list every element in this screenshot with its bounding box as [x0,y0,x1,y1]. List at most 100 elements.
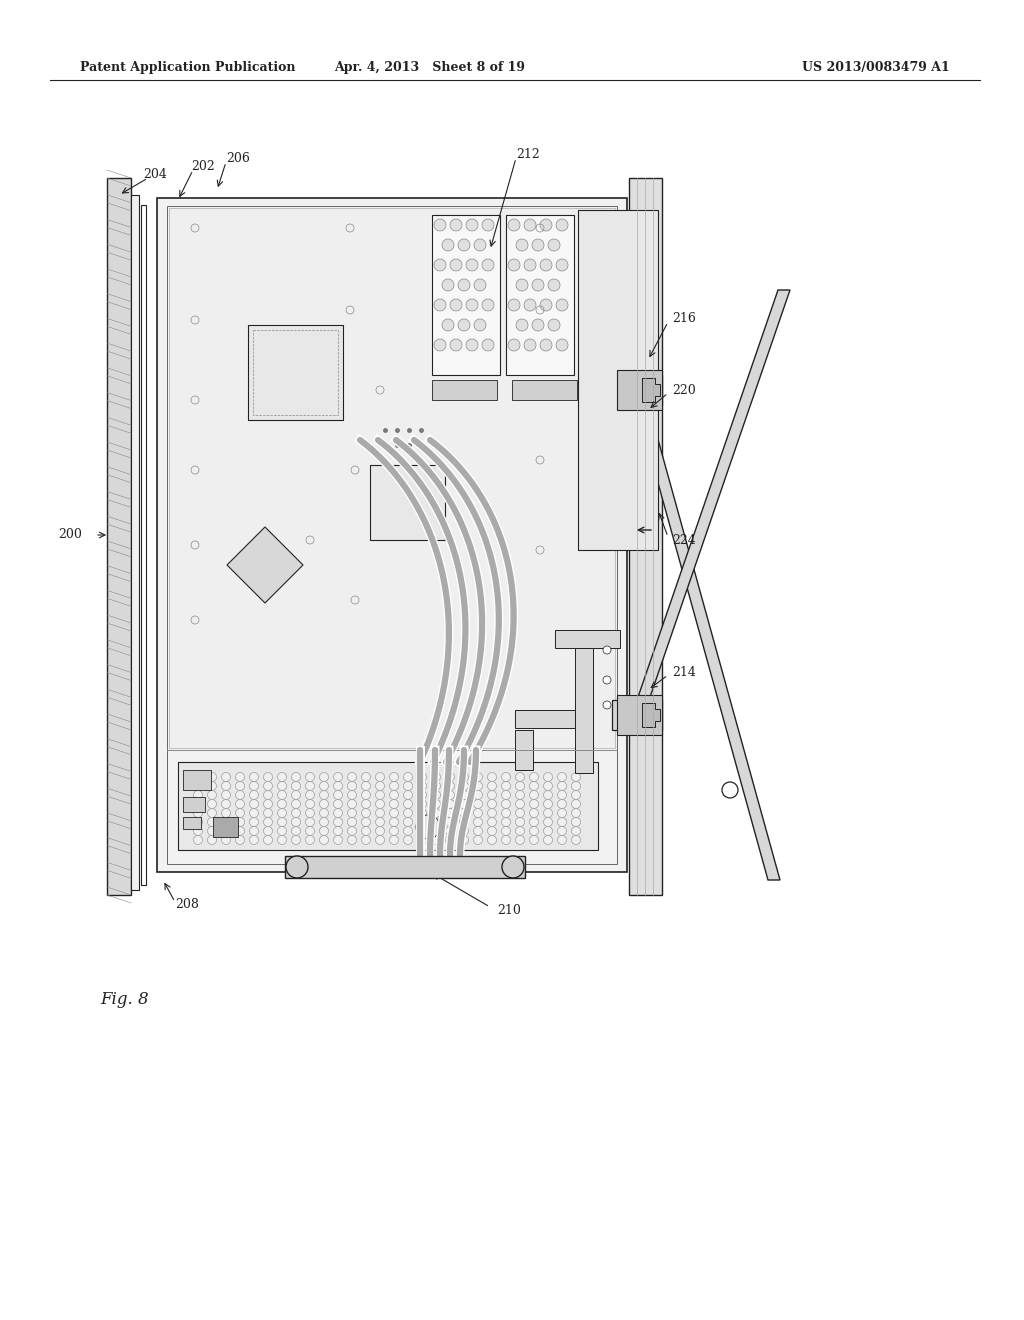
Circle shape [529,791,539,800]
Circle shape [347,826,356,836]
Circle shape [524,219,536,231]
Bar [515,710,575,729]
Circle shape [376,826,384,836]
Circle shape [250,826,258,836]
Circle shape [460,836,469,845]
Circle shape [502,772,511,781]
Circle shape [250,808,258,817]
Circle shape [571,772,581,781]
Circle shape [544,791,553,800]
Circle shape [263,772,272,781]
Bar [647,705,655,725]
Circle shape [292,800,300,808]
Bar [555,630,620,648]
Circle shape [544,826,553,836]
Circle shape [250,800,258,808]
Circle shape [532,239,544,251]
Circle shape [473,817,482,826]
Circle shape [347,817,356,826]
Circle shape [515,826,524,836]
Bar [617,696,662,735]
Circle shape [319,808,329,817]
Circle shape [502,781,511,791]
Circle shape [361,808,371,817]
Circle shape [603,676,611,684]
Circle shape [347,836,356,845]
Circle shape [460,826,469,836]
Text: Patent Application Publication: Patent Application Publication [80,62,296,74]
Bar [167,206,617,865]
Circle shape [221,772,230,781]
Circle shape [389,781,398,791]
Circle shape [263,800,272,808]
Circle shape [418,808,427,817]
Circle shape [474,279,486,290]
Circle shape [540,219,552,231]
Circle shape [487,781,497,791]
Circle shape [445,808,455,817]
Circle shape [376,800,384,808]
Circle shape [403,772,413,781]
Circle shape [502,808,511,817]
Circle shape [460,808,469,817]
Circle shape [445,817,455,826]
Bar [213,817,238,837]
Circle shape [319,836,329,845]
Circle shape [571,791,581,800]
Circle shape [376,808,384,817]
Circle shape [529,826,539,836]
Circle shape [208,781,216,791]
Circle shape [557,808,566,817]
Circle shape [466,259,478,271]
Circle shape [319,791,329,800]
Circle shape [361,772,371,781]
Circle shape [516,239,528,251]
Circle shape [305,781,314,791]
Circle shape [263,817,272,826]
Circle shape [482,300,494,312]
Circle shape [460,781,469,791]
Circle shape [458,279,470,290]
Circle shape [305,800,314,808]
Circle shape [434,339,446,351]
Circle shape [319,800,329,808]
Circle shape [556,300,568,312]
Circle shape [334,826,342,836]
Circle shape [221,800,230,808]
Circle shape [544,808,553,817]
Circle shape [722,781,738,799]
Bar [131,195,139,890]
Circle shape [473,836,482,845]
Bar [183,797,205,812]
Bar [157,198,627,873]
Text: 224: 224 [672,533,695,546]
Circle shape [236,791,245,800]
Text: US 2013/0083479 A1: US 2013/0083479 A1 [802,62,950,74]
Circle shape [466,300,478,312]
Circle shape [208,808,216,817]
Circle shape [263,808,272,817]
Circle shape [194,781,203,791]
Circle shape [376,791,384,800]
Circle shape [515,808,524,817]
Circle shape [474,319,486,331]
Circle shape [208,817,216,826]
Circle shape [361,791,371,800]
Circle shape [544,781,553,791]
Circle shape [194,800,203,808]
Circle shape [194,817,203,826]
Circle shape [529,800,539,808]
Bar [506,215,574,375]
Circle shape [389,791,398,800]
Circle shape [431,772,440,781]
Circle shape [473,808,482,817]
Text: 202: 202 [191,161,215,173]
Circle shape [442,239,454,251]
Circle shape [416,814,440,840]
Circle shape [515,836,524,845]
Bar [178,762,598,850]
Circle shape [482,219,494,231]
Circle shape [557,836,566,845]
Circle shape [431,808,440,817]
Bar [141,205,146,884]
